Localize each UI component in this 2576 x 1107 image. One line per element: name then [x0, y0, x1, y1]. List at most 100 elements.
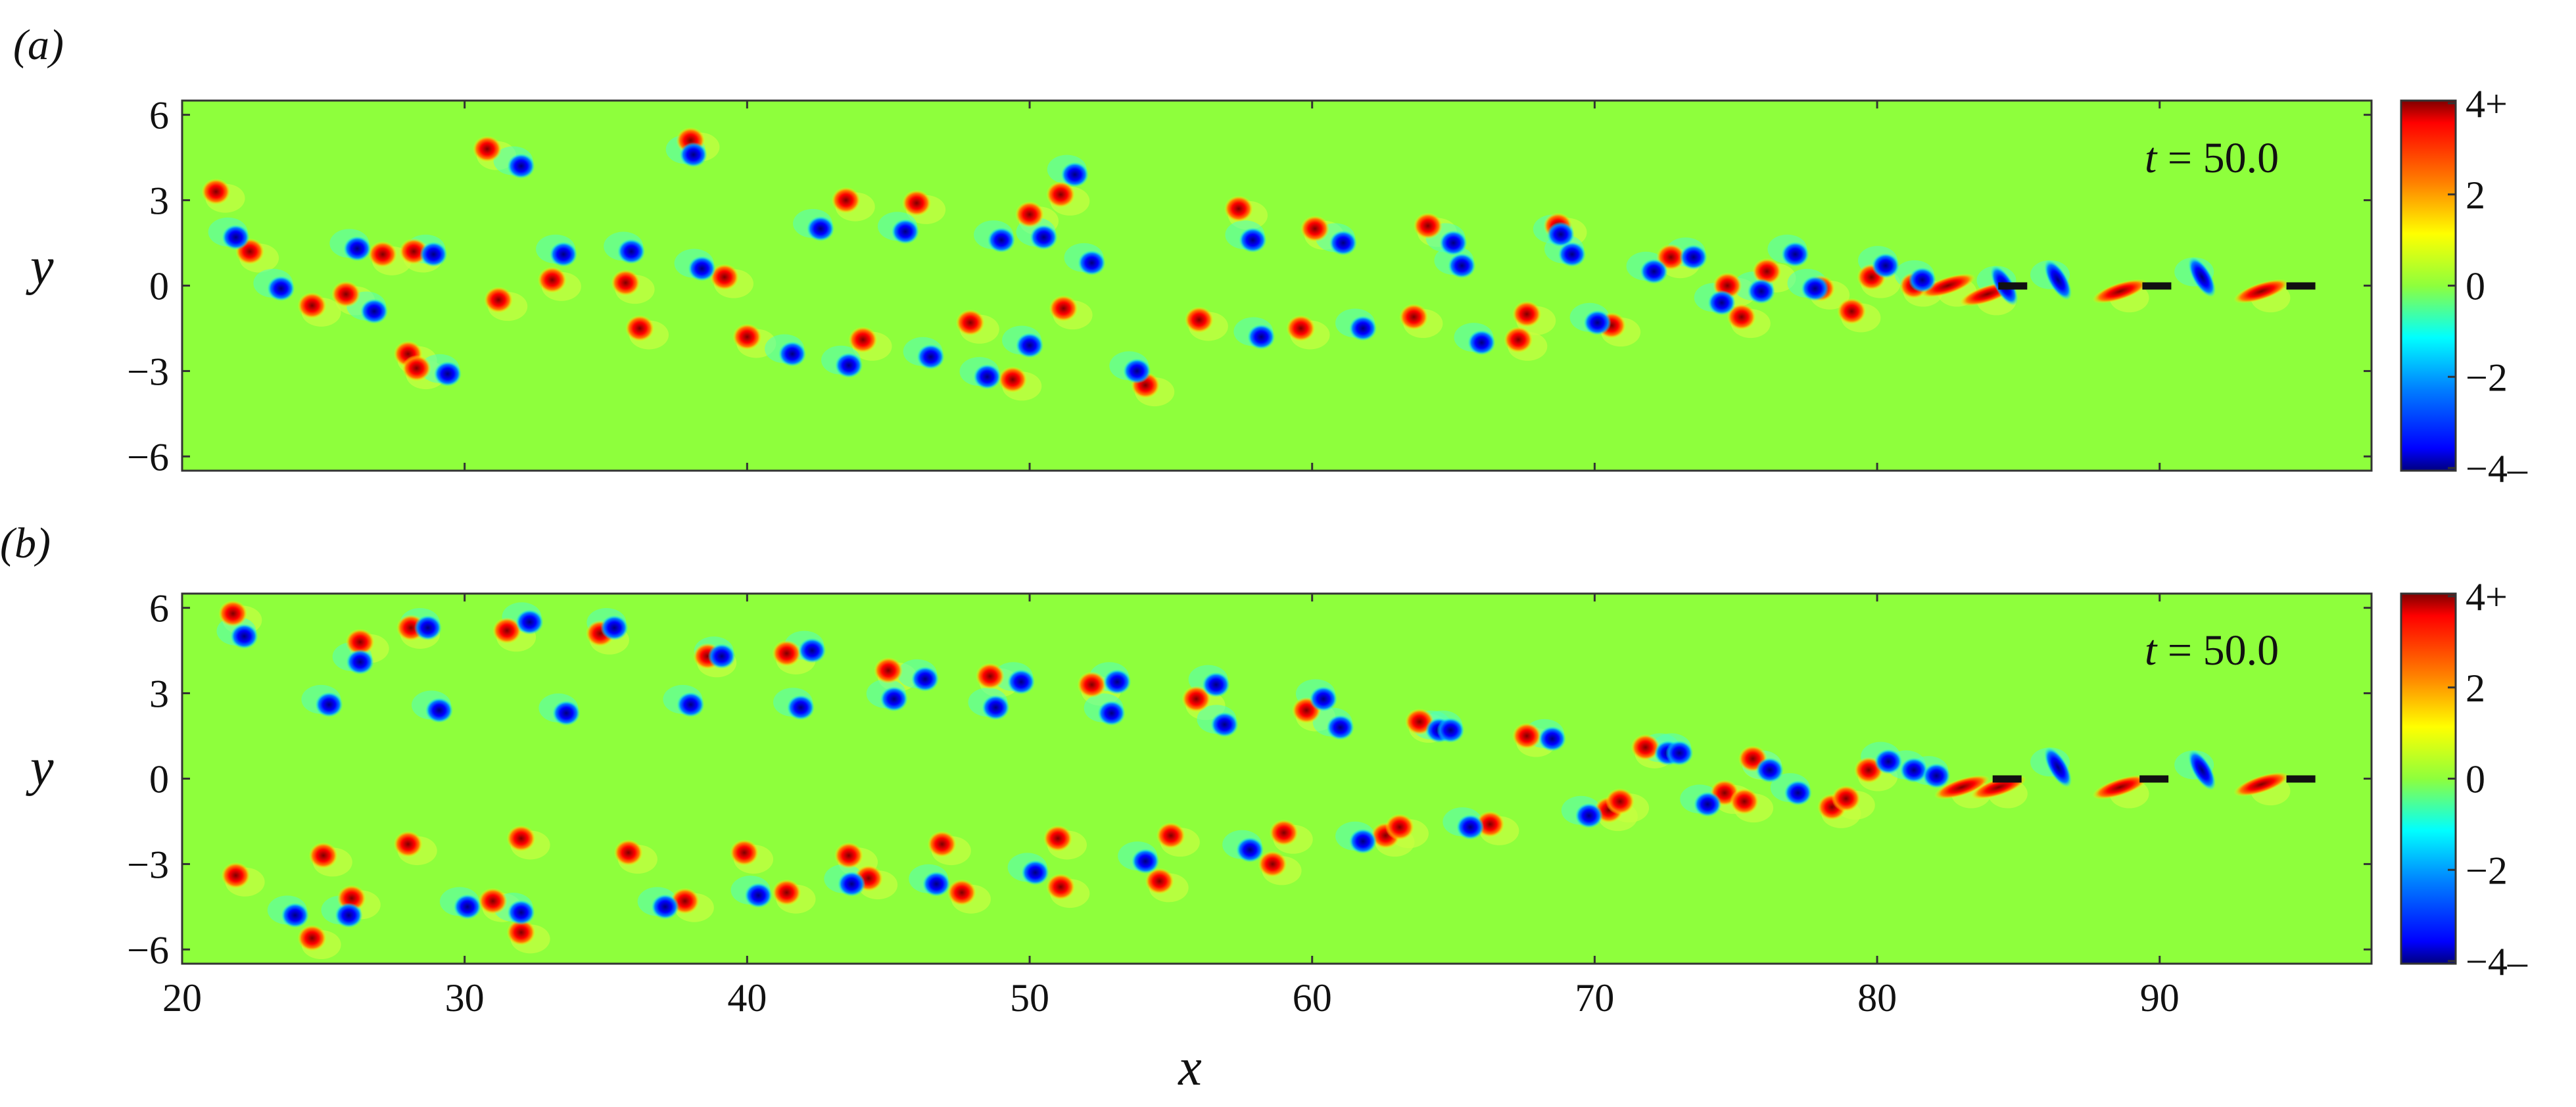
positive-vortex [345, 628, 375, 655]
negative-vortex [1021, 860, 1049, 885]
positive-vortex [1920, 273, 1976, 298]
panel-a-time-annotation: t = 50.0 [2145, 134, 2279, 182]
negative-vortex [267, 275, 295, 301]
positive-vortex [1181, 686, 1211, 713]
negative-vortex [744, 883, 773, 908]
positive-vortex [1504, 326, 1533, 353]
negative-vortex [1123, 358, 1151, 384]
colorbar-tick-label: 4+ [2466, 575, 2508, 619]
panel-a-time-annotation-value: = 50.0 [2157, 134, 2279, 182]
panel-a-label: (a) [13, 21, 64, 69]
x-tick-label: 60 [1293, 976, 1332, 1020]
negative-vortex [1801, 275, 1829, 301]
y-tick-label: 6 [149, 587, 169, 630]
negative-vortex [507, 900, 535, 926]
negative-vortex [425, 697, 454, 723]
panel-b-xticks: 20 30 40 50 60 70 80 90 [162, 594, 2180, 1020]
panel-b-time-annotation-value: = 50.0 [2157, 626, 2279, 674]
flat-plate [2142, 282, 2172, 290]
negative-vortex [1103, 669, 1132, 695]
panel-b-ylabel: y [26, 739, 54, 797]
colorbar-tick-label: −2 [2466, 849, 2508, 892]
positive-vortex [1286, 315, 1316, 342]
negative-vortex [433, 361, 462, 387]
negative-vortex [1583, 310, 1611, 335]
positive-vortex [611, 270, 640, 296]
positive-vortex [1015, 201, 1045, 228]
colorbar-tick-label: 0 [2466, 758, 2485, 801]
positive-vortex [625, 315, 655, 342]
colorbar-tick-label: −4– [2466, 940, 2528, 983]
negative-vortex [1679, 245, 1707, 270]
x-tick-label: 30 [445, 976, 485, 1020]
negative-vortex [1030, 224, 1058, 250]
positive-vortex [1934, 775, 1990, 799]
positive-vortex [1184, 306, 1214, 333]
positive-vortex [402, 355, 431, 382]
negative-vortex [798, 638, 826, 663]
colorbar-tick-label: −2 [2466, 356, 2508, 399]
positive-vortex [1831, 785, 1861, 812]
negative-vortex [1467, 330, 1496, 356]
positive-vortex [1077, 671, 1107, 698]
positive-vortex [1752, 258, 1782, 285]
positive-vortex [1049, 295, 1078, 322]
y-tick-label: −6 [127, 928, 169, 972]
negative-vortex [2044, 260, 2072, 300]
positive-vortex [1258, 851, 1287, 878]
flat-plate [2286, 775, 2316, 783]
panel-b-plates [1992, 775, 2316, 783]
negative-vortex [1784, 780, 1812, 806]
negative-vortex [651, 894, 679, 920]
positive-vortex [331, 281, 361, 308]
x-tick-label: 40 [727, 976, 767, 1020]
negative-vortex [707, 644, 736, 669]
negative-vortex [786, 695, 815, 720]
negative-vortex [688, 256, 716, 281]
positive-vortex [834, 842, 864, 869]
panel-b-colorbar [2400, 592, 2457, 965]
negative-vortex [1546, 222, 1575, 247]
positive-vortex [1300, 215, 1330, 242]
positive-vortex [368, 241, 398, 268]
negative-vortex [1236, 837, 1264, 862]
negative-vortex [2188, 257, 2216, 297]
positive-vortex [1837, 298, 1867, 325]
positive-vortex [506, 825, 536, 852]
y-tick-label: −6 [127, 435, 169, 479]
negative-vortex [922, 871, 951, 897]
positive-vortex [1156, 822, 1185, 849]
y-tick-label: 0 [149, 758, 169, 801]
positive-vortex [297, 292, 327, 319]
positive-vortex [1512, 722, 1542, 749]
positive-vortex [221, 862, 250, 889]
negative-vortex [973, 364, 1001, 390]
negative-vortex [2188, 750, 2216, 790]
positive-vortex [1606, 788, 1635, 815]
positive-vortex [2092, 279, 2148, 304]
flat-plate [1998, 282, 2028, 290]
positive-vortex [975, 663, 1005, 690]
panel-a-colorbar-ticks: 4+ 2 0 −2 −4– [2448, 82, 2528, 490]
negative-vortex [414, 615, 442, 640]
negative-vortex [988, 227, 1016, 253]
positive-vortex [1399, 304, 1429, 331]
negative-vortex [1349, 828, 1377, 854]
negative-vortex [1747, 279, 1775, 304]
y-tick-label: −3 [127, 843, 169, 886]
positive-vortex [732, 323, 762, 350]
panel-b-colorbar-ticks: 4+ 2 0 −2 −4– [2448, 575, 2528, 983]
negative-vortex [419, 241, 448, 267]
negative-vortex [1781, 241, 1809, 267]
negative-vortex [617, 239, 646, 264]
colorbar-tick-label: 2 [2466, 174, 2485, 217]
positive-vortex [478, 887, 508, 914]
colorbar-tick-label: 2 [2466, 667, 2485, 710]
positive-vortex [709, 264, 739, 291]
negative-vortex [230, 623, 258, 649]
negative-vortex [1874, 749, 1903, 774]
negative-vortex [1326, 715, 1354, 740]
negative-vortex [552, 700, 581, 726]
positive-vortex [1145, 868, 1174, 895]
